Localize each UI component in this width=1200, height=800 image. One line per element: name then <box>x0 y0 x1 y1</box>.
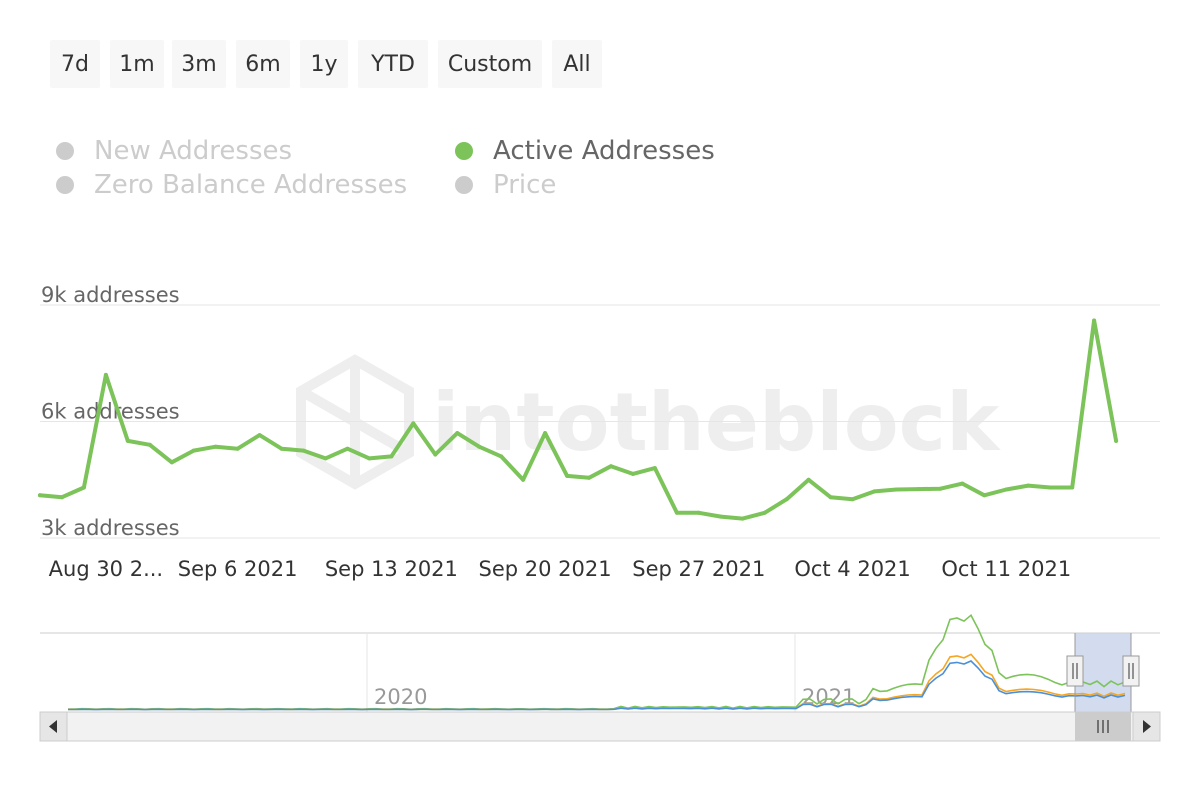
navigator-label-2021: 2021 <box>802 685 855 709</box>
data-point <box>696 510 701 515</box>
data-point <box>1114 438 1119 443</box>
data-point <box>784 497 789 502</box>
data-point <box>850 497 855 502</box>
x-tick-label: Oct 4 2021 <box>794 557 910 581</box>
y-tick-label: 6k addresses <box>41 400 180 424</box>
plot-area <box>38 318 1119 521</box>
data-point <box>521 477 526 482</box>
x-tick-label: Sep 6 2021 <box>178 557 298 581</box>
arrow-right-icon <box>1143 720 1151 733</box>
x-tick-label: Aug 30 2... <box>49 557 163 581</box>
data-point <box>916 487 921 492</box>
data-point <box>257 433 262 438</box>
y-axis-labels: 3k addresses 6k addresses 9k addresses <box>41 283 180 540</box>
legend-label: Zero Balance Addresses <box>94 170 408 200</box>
x-tick-label: Sep 13 2021 <box>325 557 458 581</box>
data-point <box>301 448 306 453</box>
data-point <box>828 495 833 500</box>
data-point <box>565 473 570 478</box>
range-all-button[interactable]: All <box>552 40 602 88</box>
data-point <box>982 493 987 498</box>
range-7d-button[interactable]: 7d <box>50 40 100 88</box>
data-point <box>191 448 196 453</box>
data-point <box>477 444 482 449</box>
data-point <box>235 446 240 451</box>
data-point <box>323 456 328 461</box>
data-point <box>630 471 635 476</box>
navigator-series-blue <box>68 660 1126 711</box>
data-point <box>894 487 899 492</box>
range-ytd-button[interactable]: YTD <box>358 40 428 88</box>
data-point <box>389 454 394 459</box>
data-point <box>1070 485 1075 490</box>
navigator-selection[interactable] <box>1075 633 1131 712</box>
data-point <box>411 421 416 426</box>
navigator-right-handle[interactable] <box>1122 655 1140 687</box>
navigator-label-2020: 2020 <box>374 685 427 709</box>
range-6m-button[interactable]: 6m <box>236 40 290 88</box>
data-point <box>1048 485 1053 490</box>
range-custom-button[interactable]: Custom <box>438 40 542 88</box>
data-point <box>740 516 745 521</box>
data-point <box>1092 318 1097 323</box>
x-tick-label: Sep 20 2021 <box>479 557 612 581</box>
data-point <box>806 477 811 482</box>
data-point <box>938 486 943 491</box>
navigator-left-handle[interactable] <box>1066 655 1084 687</box>
data-point <box>762 510 767 515</box>
data-point <box>960 481 965 486</box>
navigator: 2020 2021 <box>40 613 1160 712</box>
data-point <box>718 514 723 519</box>
grid-lines <box>40 304 1160 539</box>
data-point <box>345 446 350 451</box>
range-3m-button[interactable]: 3m <box>172 40 226 88</box>
range-1m-button[interactable]: 1m <box>110 40 164 88</box>
data-point <box>60 495 64 500</box>
legend-label: Active Addresses <box>493 136 715 166</box>
x-tick-label: Sep 27 2021 <box>632 557 765 581</box>
legend-label: New Addresses <box>94 136 293 166</box>
data-point <box>279 446 284 451</box>
scrollbar-track[interactable] <box>39 711 1161 742</box>
data-point <box>213 444 218 449</box>
data-point <box>433 452 438 457</box>
data-point <box>455 431 460 436</box>
x-tick-label: Oct 11 2021 <box>941 557 1071 581</box>
watermark-text: intotheblock <box>432 376 1001 469</box>
data-point <box>1004 487 1009 492</box>
data-point <box>367 456 372 461</box>
x-axis-labels: Aug 30 2... Sep 6 2021 Sep 13 2021 Sep 20 2… <box>49 557 1072 581</box>
data-point <box>872 489 877 494</box>
data-point <box>103 372 108 377</box>
series-line-active-addresses <box>38 318 1119 521</box>
y-tick-label: 3k addresses <box>41 516 180 540</box>
legend-dot-icon <box>56 176 74 194</box>
data-point <box>543 431 548 436</box>
data-point <box>38 493 42 498</box>
data-point <box>1026 483 1031 488</box>
data-point <box>125 438 130 443</box>
legend-label: Price <box>493 170 557 200</box>
legend-dot-icon <box>455 176 473 194</box>
data-point <box>499 454 504 459</box>
range-1y-button[interactable]: 1y <box>300 40 348 88</box>
data-point <box>674 510 679 515</box>
data-point <box>652 466 657 471</box>
arrow-left-icon <box>49 720 57 733</box>
scrollbar <box>39 711 1161 742</box>
y-tick-label: 9k addresses <box>41 283 180 307</box>
data-point <box>147 442 152 447</box>
data-point <box>587 475 591 480</box>
data-point <box>169 460 174 465</box>
legend-dot-icon <box>56 142 74 160</box>
data-point <box>81 485 86 490</box>
legend-dot-icon <box>455 142 473 160</box>
data-point <box>609 464 613 469</box>
